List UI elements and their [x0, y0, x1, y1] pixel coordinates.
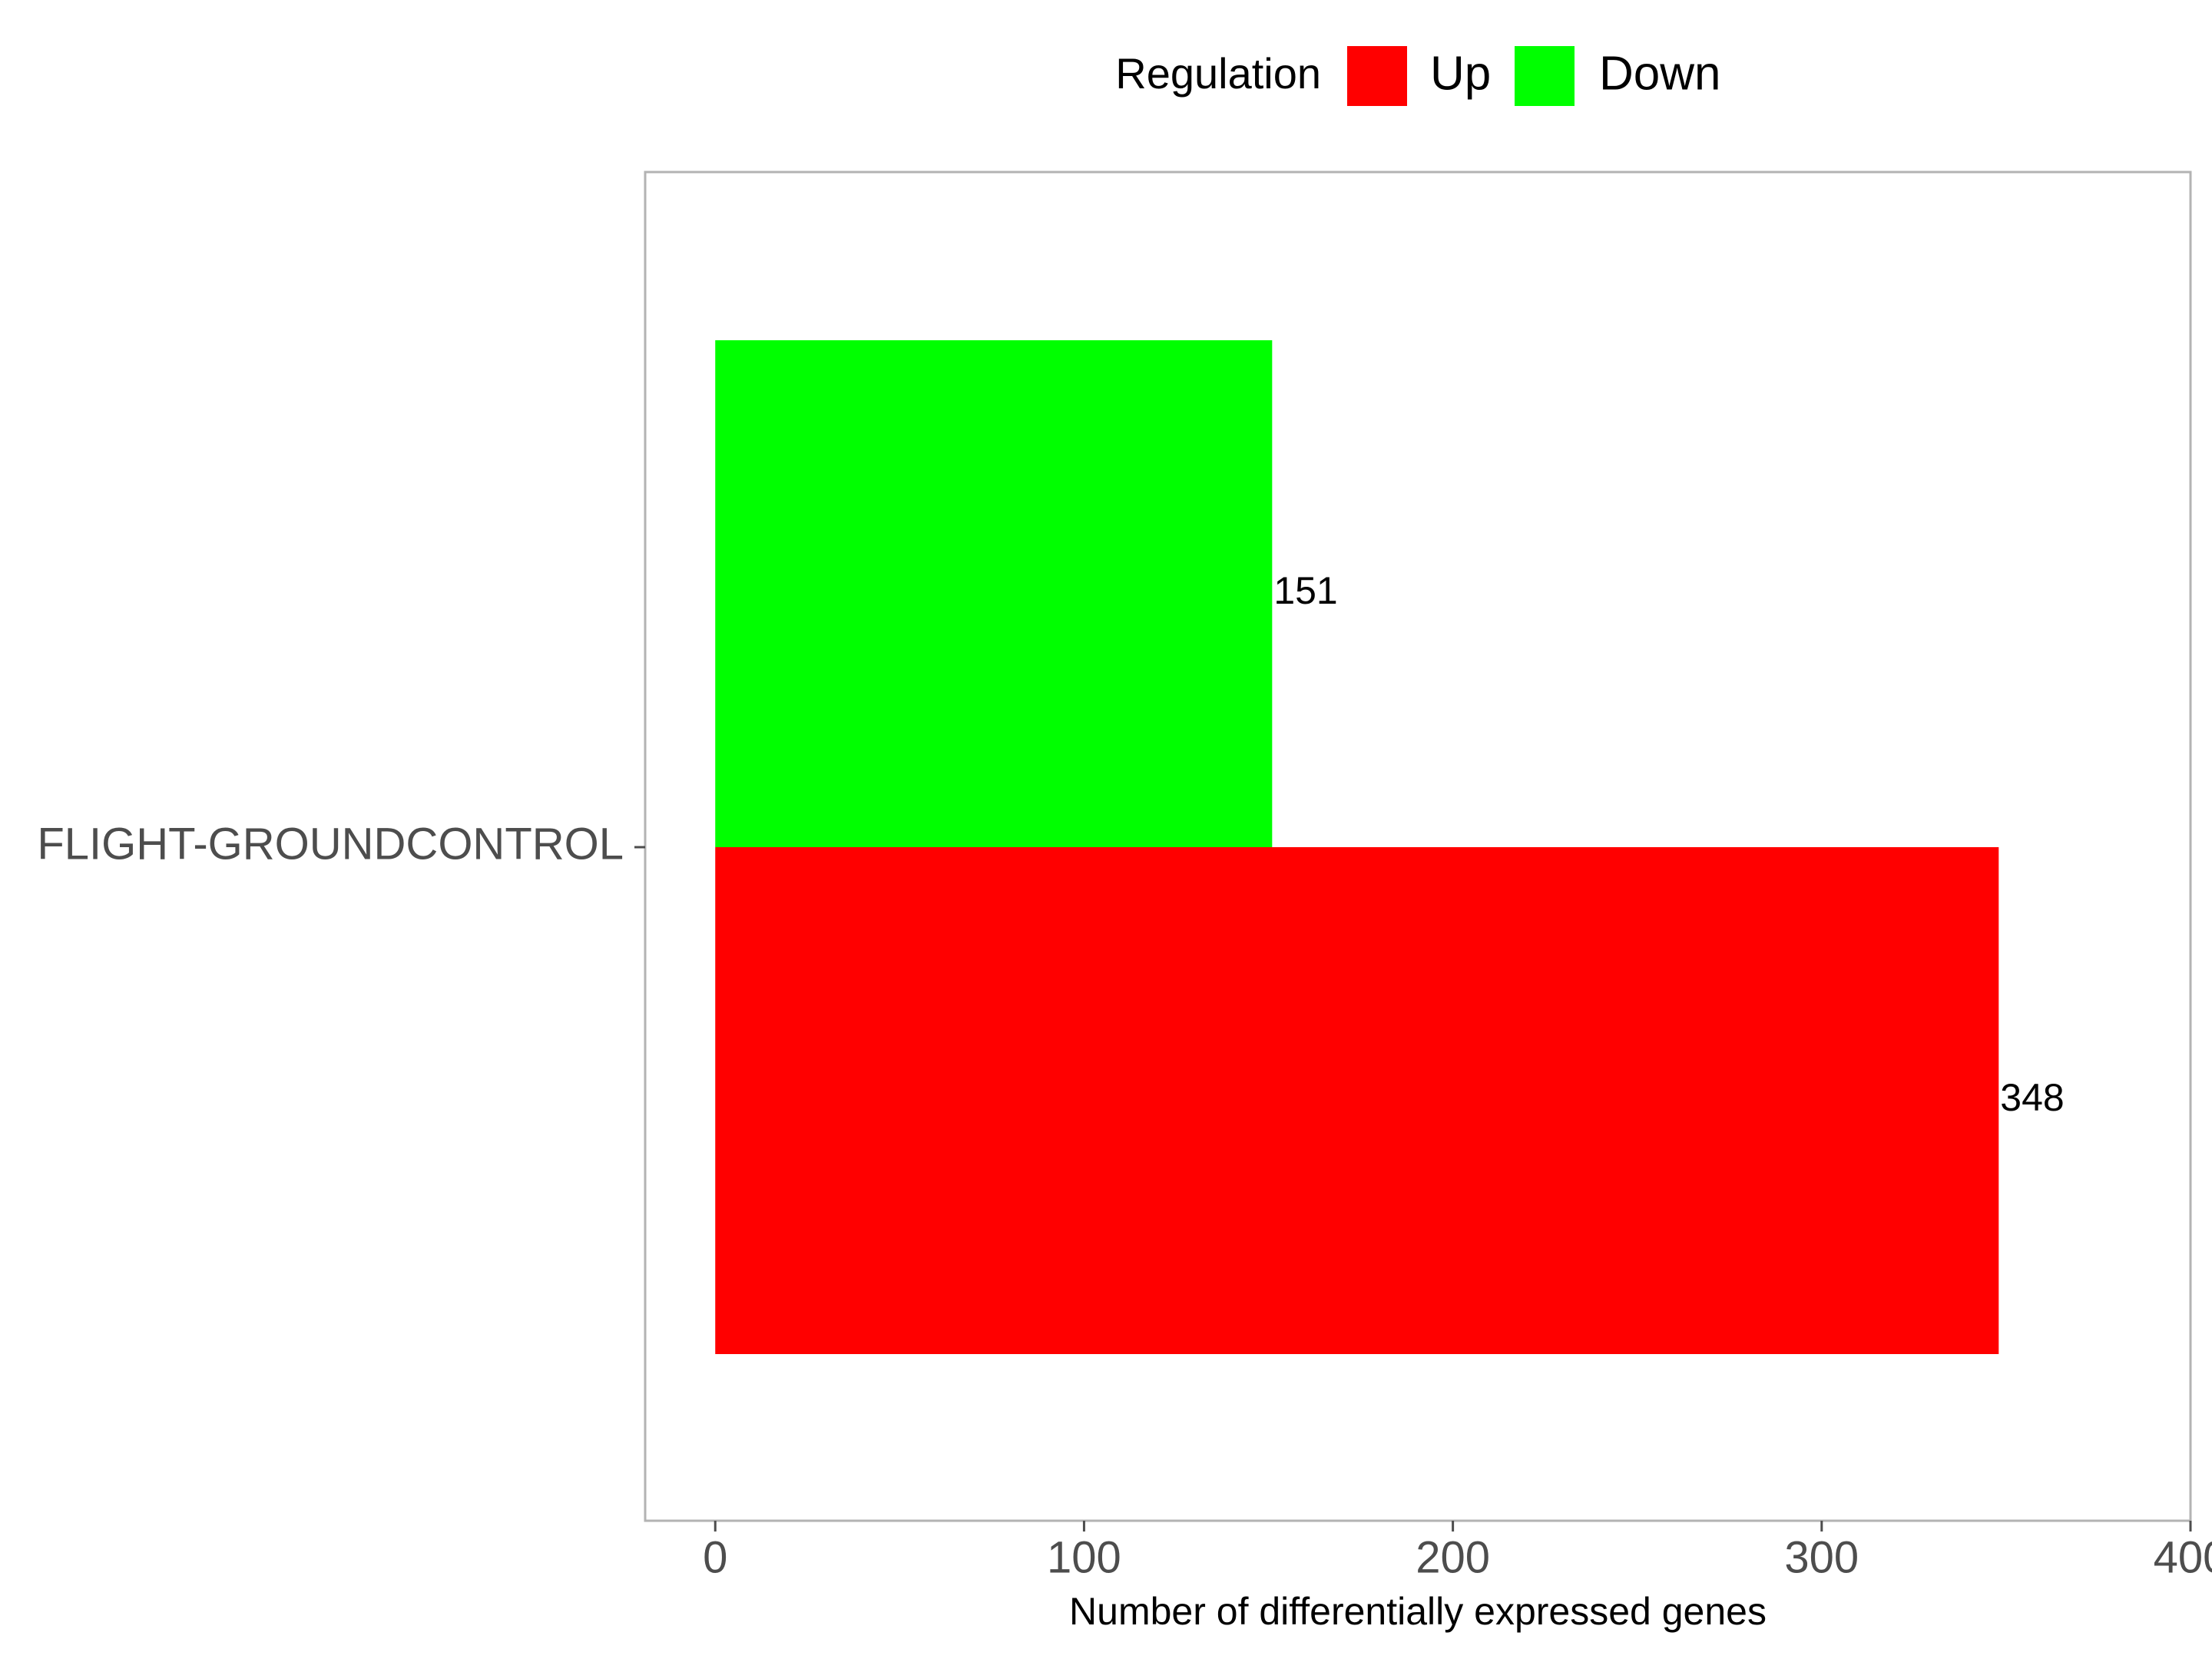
x-axis: 0 100 200 300 400	[703, 1521, 2212, 1582]
legend-label-up: Up	[1430, 47, 1491, 100]
bar-down	[715, 340, 1273, 847]
legend-swatch-down	[1515, 46, 1575, 106]
bar-up	[715, 847, 1999, 1354]
legend-title: Regulation	[1115, 49, 1321, 98]
legend-swatch-up	[1347, 46, 1407, 106]
data-label-down: 151	[1273, 569, 1337, 612]
x-axis-title: Number of differentially expressed genes	[1069, 1590, 1767, 1633]
x-tick-label-2: 200	[1416, 1532, 1490, 1582]
x-tick-label-0: 0	[703, 1532, 727, 1582]
legend: Regulation Up Down	[1115, 46, 1721, 106]
x-tick-label-4: 400	[2154, 1532, 2212, 1582]
y-tick-label: FLIGHT-GROUNDCONTROL	[37, 819, 624, 869]
bars	[715, 340, 1999, 1354]
legend-label-down: Down	[1599, 47, 1721, 100]
x-tick-label-3: 300	[1784, 1532, 1859, 1582]
x-tick-label-1: 100	[1047, 1532, 1121, 1582]
data-label-up: 348	[2000, 1076, 2064, 1119]
